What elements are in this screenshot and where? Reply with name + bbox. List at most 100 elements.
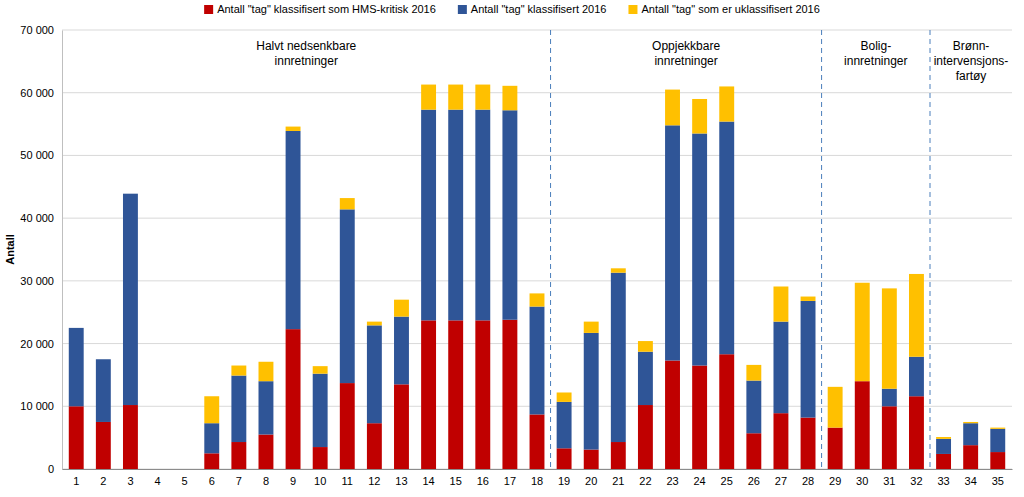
x-axis-line — [63, 469, 1013, 470]
group-label-line: innretninger — [844, 54, 907, 68]
bar-segment — [502, 86, 517, 110]
x-tick: 8 — [263, 475, 269, 487]
grid-line — [62, 280, 1012, 281]
bar-segment — [231, 376, 246, 442]
x-tick: 35 — [992, 475, 1004, 487]
x-tick-label: 32 — [910, 475, 922, 487]
x-tick: 4 — [154, 475, 160, 487]
group-divider — [821, 30, 822, 469]
group-label: Bolig-innretninger — [844, 39, 907, 68]
bar-segment — [259, 435, 274, 469]
bar-segment — [530, 414, 545, 469]
bar-segment — [692, 99, 707, 133]
x-tick: 19 — [558, 475, 570, 487]
bar-segment — [773, 413, 788, 469]
y-axis: 010 00020 00030 00040 00050 00060 00070 … — [20, 24, 62, 475]
group-label-line: innretninger — [275, 54, 338, 68]
bar-segment — [557, 448, 572, 469]
bar-segment — [502, 110, 517, 319]
group-label-line: Halvt nedsenkbare — [256, 39, 356, 53]
x-tick-label: 30 — [856, 475, 868, 487]
bar-segment — [584, 322, 599, 333]
y-tick-label: 0 — [48, 463, 54, 475]
x-tick-label: 2 — [100, 475, 106, 487]
bar-segment — [557, 402, 572, 448]
group-label-line: Brønn- — [953, 39, 990, 53]
bar-segment — [150, 469, 165, 470]
bar-segment — [475, 85, 490, 110]
group-label-line: intervensjons- — [934, 54, 1009, 68]
bar-segment — [882, 406, 897, 469]
bar-segment — [936, 439, 951, 454]
bar-segment — [448, 110, 463, 321]
legend-swatch — [458, 5, 467, 14]
x-tick-label: 9 — [290, 475, 296, 487]
bar-segment — [692, 133, 707, 365]
x-tick-label: 33 — [937, 475, 949, 487]
x-tick-label: 26 — [748, 475, 760, 487]
bar-segment — [990, 428, 1005, 429]
bar-segment — [801, 301, 816, 418]
bar-segment — [665, 361, 680, 469]
x-tick-label: 8 — [263, 475, 269, 487]
bar-segment — [963, 423, 978, 445]
bar-segment — [177, 469, 192, 470]
legend-label: Antall "tag" som er uklassifisert 2016 — [641, 3, 819, 15]
x-tick-label: 24 — [693, 475, 705, 487]
bar-segment — [990, 452, 1005, 469]
bar-segment — [584, 333, 599, 450]
bar-segment — [286, 131, 301, 329]
bar-segment — [638, 341, 653, 352]
bar-segment — [150, 469, 165, 470]
bar-segment — [177, 469, 192, 470]
bar-segment — [313, 447, 328, 469]
bar-segment — [394, 317, 409, 385]
y-tick-label: 60 000 — [20, 87, 54, 99]
bar-segment — [69, 327, 84, 328]
x-tick: 20 — [585, 475, 597, 487]
bar-segment — [69, 328, 84, 406]
x-tick-label: 10 — [314, 475, 326, 487]
y-tick-label: 40 000 — [20, 212, 54, 224]
y-tick: 0 — [48, 463, 62, 475]
x-tick-label: 20 — [585, 475, 597, 487]
bar-segment — [909, 357, 924, 397]
group-label-line: innretninger — [654, 54, 717, 68]
x-tick-label: 6 — [209, 475, 215, 487]
bar-segment — [801, 297, 816, 301]
x-tick-label: 31 — [883, 475, 895, 487]
bar-segment — [692, 366, 707, 469]
x-tick: 7 — [236, 475, 242, 487]
groups: Halvt nedsenkbareinnretningerOppjekkbare… — [256, 30, 1008, 469]
bar-segment — [340, 198, 355, 209]
x-tick-label: 19 — [558, 475, 570, 487]
bar-segment — [123, 405, 138, 469]
bar-segment — [313, 374, 328, 447]
x-tick: 30 — [856, 475, 868, 487]
x-tick: 33 — [937, 475, 949, 487]
bar-segment — [394, 300, 409, 317]
x-tick: 25 — [721, 475, 733, 487]
bar-segment — [96, 422, 111, 469]
group-label-line: fartøy — [956, 69, 987, 83]
x-tick-label: 27 — [775, 475, 787, 487]
grid-line — [62, 155, 1012, 156]
bar-segment — [801, 418, 816, 469]
bar-segment — [963, 422, 978, 423]
x-tick: 2 — [100, 475, 106, 487]
y-tick-label: 50 000 — [20, 149, 54, 161]
bar-segment — [259, 362, 274, 381]
bar-segment — [204, 453, 219, 469]
bar-segment — [909, 274, 924, 357]
x-tick: 11 — [342, 475, 353, 487]
x-tick: 34 — [965, 475, 977, 487]
bar-segment — [828, 387, 843, 428]
x-tick: 22 — [639, 475, 651, 487]
bar-segment — [990, 429, 1005, 452]
x-tick: 24 — [693, 475, 705, 487]
bar-segment — [367, 423, 382, 469]
bar-segment — [530, 293, 545, 306]
bar-segment — [475, 110, 490, 321]
bar-segment — [421, 85, 436, 110]
bar-segment — [855, 283, 870, 381]
